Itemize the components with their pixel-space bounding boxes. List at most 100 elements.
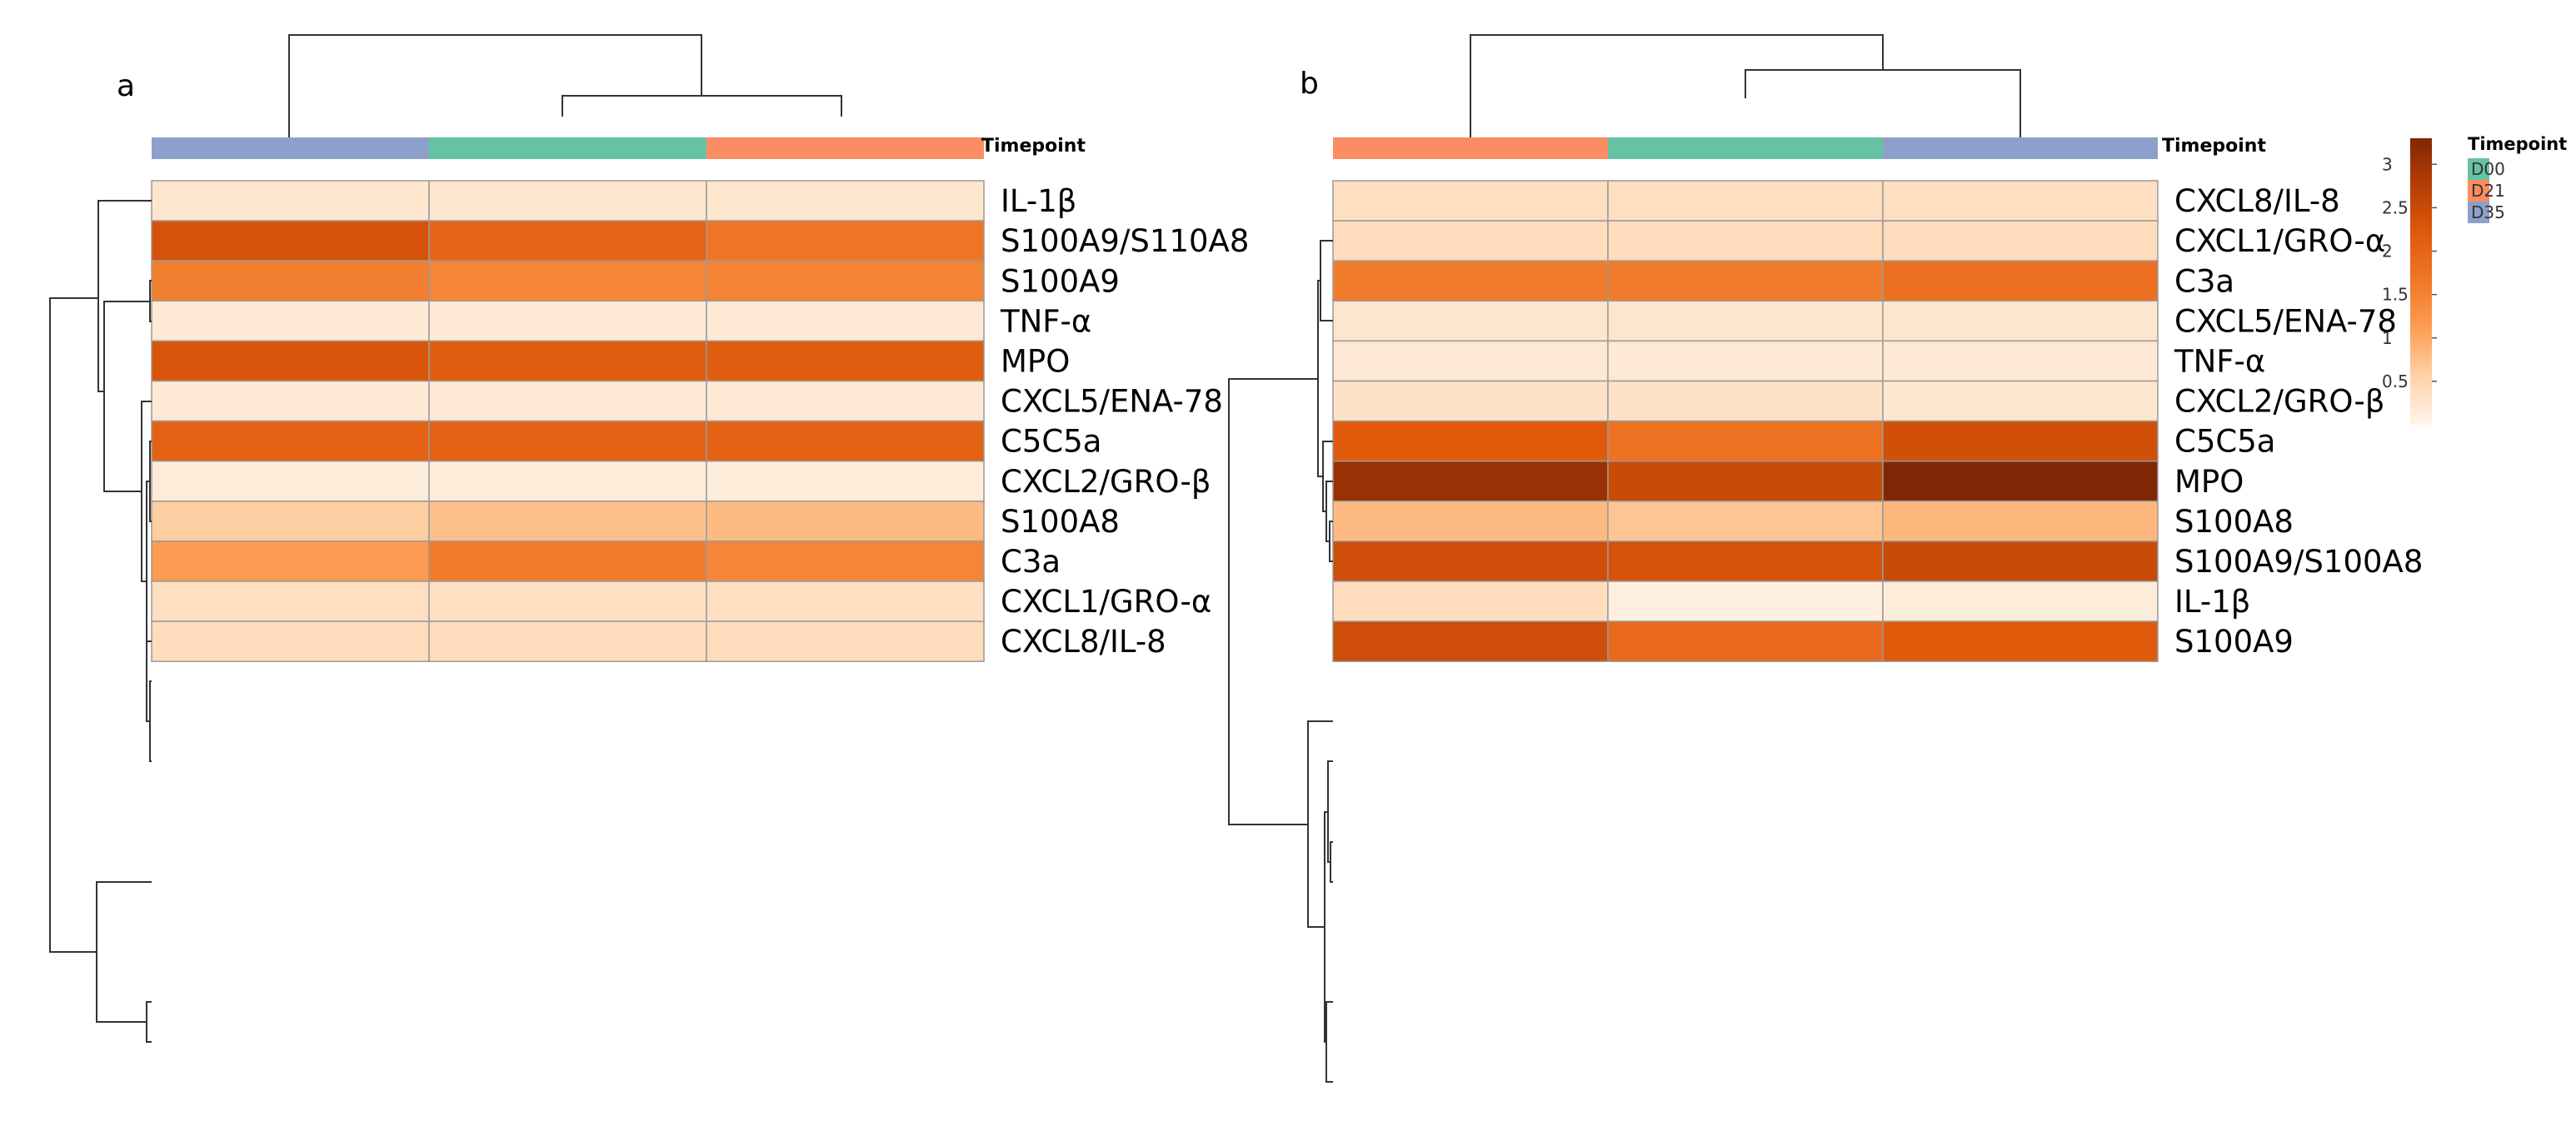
panel-a-cell (428, 340, 707, 382)
panel-b-row-link-10 (1307, 720, 1333, 928)
panel-b-cell (1882, 420, 2159, 462)
panel-b-row-label: S100A8 (2174, 504, 2294, 540)
panel-b-cell (1607, 541, 1884, 582)
panel-b-cell (1607, 220, 1884, 262)
panel-a-cell (151, 180, 430, 222)
panel-a-row-link-10 (97, 200, 152, 392)
panel-a-annotation-label: Timepoint (981, 136, 1086, 157)
panel-b-cell (1882, 260, 2159, 302)
panel-b-cell (1332, 260, 1609, 302)
panel-b-cell (1332, 340, 1609, 382)
colorbar-tick-label: 2 (2382, 242, 2393, 262)
panel-b-annotation-label: Timepoint (2162, 136, 2266, 157)
panel-b-row-link-7 (1325, 1001, 1333, 1083)
colorbar-tick-label: 0.5 (2382, 371, 2409, 391)
panel-a-row-link-5 (146, 481, 150, 681)
panel-b-row-dendrogram (1228, 240, 1333, 1083)
panel-b-cell (1607, 460, 1884, 502)
panel-b-label: b (1300, 67, 1319, 101)
panel-a-cell (151, 460, 430, 502)
panel-a-cell (151, 420, 430, 462)
panel-b-cell (1332, 380, 1609, 422)
panel-b-annotation-D21 (1333, 137, 1608, 159)
panel-b-cell (1882, 180, 2159, 222)
panel-a-row-link-9 (96, 881, 152, 1023)
panel-b-cell (1332, 580, 1609, 622)
panel-b: b Timepoint CXCL8/IL-8CXCL1/GRO-αC3aCXCL… (1228, 34, 2423, 1083)
panel-b-annotation-bar (1333, 137, 2158, 159)
panel-b-row-label: C5C5a (2174, 424, 2275, 460)
colorbar-tick-label: 1 (2382, 328, 2393, 348)
panel-a-row-label: CXCL1/GRO-α (1001, 584, 1211, 620)
panel-b-column-dendrogram (1470, 34, 2021, 137)
panel-b-cell (1607, 580, 1884, 622)
panel-b-cell (1332, 501, 1609, 542)
panel-b-cell (1332, 420, 1609, 462)
panel-a-cell (706, 180, 985, 222)
panel-b-cell (1332, 460, 1609, 502)
panel-b-cell (1607, 380, 1884, 422)
panel-a-column-dendrogram (288, 34, 842, 137)
panel-b-cell (1332, 620, 1609, 662)
panel-a-cell (706, 220, 985, 262)
panel-b-cell (1882, 380, 2159, 422)
panel-a-cell (151, 260, 430, 302)
panel-b-cell (1882, 620, 2159, 662)
panel-b-cell (1882, 340, 2159, 382)
panel-b-row-link-3 (1322, 441, 1333, 512)
panel-b-cell (1882, 460, 2159, 502)
colorbar-tick-label: 3 (2382, 154, 2393, 174)
panel-b-row-label: S100A9/S100A8 (2174, 544, 2423, 580)
panel-b-col-link-1 (1745, 69, 2021, 137)
colorbar-tick-label: 1.5 (2382, 285, 2409, 305)
panel-a-heatmap-cells (151, 180, 985, 662)
panel-a-cell (151, 580, 430, 622)
panel-a-cell (151, 620, 430, 662)
panel-b-cell (1882, 501, 2159, 542)
panel-a-row-dendrogram (49, 200, 152, 1043)
panel-b-cell (1332, 180, 1609, 222)
legend-swatch-D21 (2468, 180, 2489, 202)
panel-a-cell (151, 300, 430, 342)
panel-b-cell (1607, 501, 1884, 542)
panel-a-label: a (117, 69, 135, 103)
colorbar-tick-label: 2.5 (2382, 197, 2409, 217)
legend-label-D35: D35 (2471, 202, 2505, 222)
panel-a-row-label: S100A8 (1001, 504, 1120, 540)
panel-b-cell (1607, 260, 1884, 302)
panel-a-row-label: CXCL2/GRO-β (1001, 464, 1211, 500)
panel-b-row-label: CXCL8/IL-8 (2174, 183, 2340, 219)
panel-b-cell (1882, 300, 2159, 342)
panel-b-annotation-D35 (1883, 137, 2158, 159)
panel-b-row-link-4 (1320, 240, 1333, 321)
legend-swatch-D00 (2468, 158, 2489, 180)
panel-a-row-link-8 (146, 1001, 152, 1043)
panel-b-row-labels: CXCL8/IL-8 CXCL1/GRO-α C3a CXCL5/ENA-78 TNF-… (2174, 183, 2423, 660)
panel-a-cell (151, 501, 430, 542)
panel-b-annotation-D00 (1608, 137, 1883, 159)
panel-a-cell (428, 541, 707, 582)
panel-a-col-link-2 (288, 34, 702, 137)
panel-b-row-link-11 (1228, 378, 1318, 825)
panel-a-row-labels: IL-1β S100A9/S110A8 S100A9 TNF-α MPO CXCL5/EN… (1000, 183, 1249, 660)
panel-b-row-label: IL-1β (2174, 584, 2250, 620)
panel-a-cell (706, 420, 985, 462)
legend-label-D00: D00 (2471, 159, 2505, 179)
colorbar-ticks: 3 2.5 2 1.5 1 0.5 (2382, 154, 2437, 391)
panel-a-cell (706, 580, 985, 622)
panel-a-row-label: C3a (1001, 544, 1061, 580)
panel-a-row-link-3 (149, 680, 152, 762)
panel-b-cell (1607, 420, 1884, 462)
panel-a-row-label: C5C5a (1001, 424, 1101, 460)
panel-a-col-link-1 (562, 95, 842, 117)
panel-b-row-label: CXCL2/GRO-β (2174, 384, 2384, 420)
panel-a-cell (151, 541, 430, 582)
panel-a-cell (428, 300, 707, 342)
panel-a-row-link-7 (103, 301, 150, 492)
panel-a-row-label: IL-1β (1001, 183, 1076, 219)
panel-b-row-link-6 (1330, 841, 1333, 883)
panel-a-row-label: CXCL8/IL-8 (1001, 624, 1166, 660)
panel-b-cell (1607, 340, 1884, 382)
